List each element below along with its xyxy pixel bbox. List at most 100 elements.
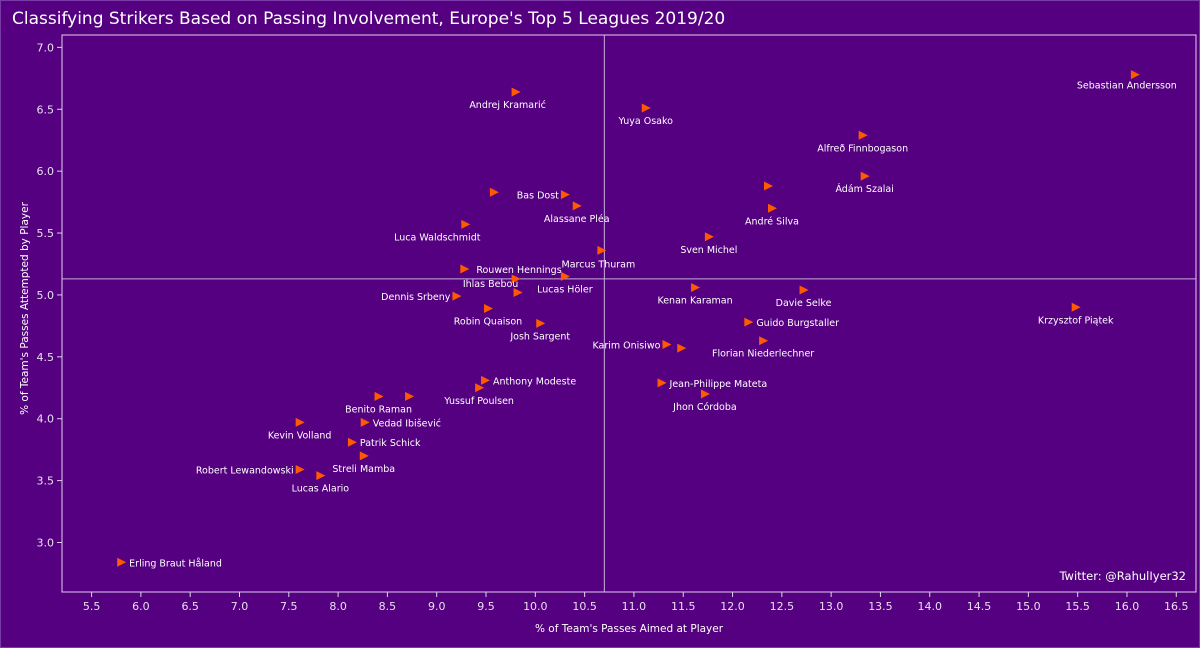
data-point-marker	[481, 375, 491, 385]
x-tick-label: 12.0	[720, 600, 745, 613]
data-point-marker	[483, 304, 493, 314]
data-point-marker	[764, 181, 774, 191]
data-point-marker	[360, 417, 370, 427]
data-point-label: André Silva	[745, 216, 799, 227]
data-point-marker	[662, 339, 672, 349]
data-point-marker	[572, 201, 582, 211]
data-point-label: Patrik Schick	[360, 438, 421, 449]
x-tick-label: 11.5	[671, 600, 696, 613]
data-point-label: Bas Dost	[517, 191, 559, 202]
y-tick-label: 3.5	[37, 475, 55, 488]
data-point-label: Streli Mamba	[332, 464, 395, 475]
data-point-label: Guido Burgstaller	[756, 318, 839, 329]
data-point-marker	[1130, 70, 1140, 80]
data-point-marker	[700, 389, 710, 399]
x-tick-label: 14.0	[918, 600, 943, 613]
y-tick-label: 4.5	[37, 351, 55, 364]
data-point-marker	[359, 451, 369, 461]
x-tick-label: 6.0	[132, 600, 150, 613]
x-tick-label: 10.0	[523, 600, 548, 613]
data-point-label: Jhon Córdoba	[672, 402, 737, 413]
y-tick-label: 4.0	[37, 413, 55, 426]
twitter-credit: Twitter: @RahulIyer32	[1058, 569, 1186, 583]
data-point-marker	[657, 378, 667, 388]
data-point-label: Lucas Höler	[537, 284, 593, 295]
data-point-marker	[1071, 302, 1081, 312]
x-axis-title: % of Team's Passes Aimed at Player	[535, 623, 724, 635]
data-point-label: Jean-Philippe Mateta	[669, 379, 768, 390]
data-point-marker	[511, 87, 521, 97]
data-point-marker	[295, 464, 305, 474]
y-axis-ticks: 3.0 3.5 4.0 4.5 5.0 5.5 6.0 6.5 7.0	[37, 41, 62, 549]
data-point-label: Dennis Srbeny	[381, 292, 451, 303]
data-point-label: Kenan Karaman	[657, 296, 732, 307]
data-point-label: Anthony Modeste	[493, 376, 576, 387]
data-point-label: Robin Quaison	[454, 317, 522, 328]
data-point-marker	[489, 187, 499, 197]
data-point-marker	[691, 283, 701, 293]
x-tick-label: 9.0	[428, 600, 446, 613]
data-point-marker	[405, 391, 415, 401]
x-tick-label: 6.5	[181, 600, 199, 613]
data-point-marker	[759, 336, 769, 346]
data-point-marker	[560, 190, 570, 200]
data-point-marker	[560, 271, 570, 281]
x-tick-label: 9.5	[477, 600, 495, 613]
data-point-label: Benito Raman	[345, 404, 412, 415]
x-tick-label: 8.0	[329, 600, 347, 613]
data-point-label: Karim Onisiwo	[592, 340, 660, 351]
data-point-label: Erling Braut Håland	[129, 558, 222, 569]
x-tick-label: 10.5	[572, 600, 597, 613]
x-axis-ticks: 5.5 6.0 6.5 7.0 7.5 8.0 8.5 9.0 9.5 10.0 10.5 11.0 1…	[83, 592, 1189, 613]
y-tick-label: 5.5	[37, 227, 55, 240]
x-tick-label: 12.5	[770, 600, 795, 613]
data-point-label: Yuya Osako	[618, 116, 674, 127]
data-point-marker	[860, 171, 870, 181]
data-point-label: Luca Waldschmidt	[394, 232, 481, 243]
data-point-label: Vedad Ibišević	[373, 418, 441, 429]
x-tick-label: 13.5	[868, 600, 893, 613]
x-tick-label: 16.0	[1115, 600, 1140, 613]
data-point-marker	[536, 318, 546, 328]
data-point-label: Alfreð Finnbogason	[817, 143, 908, 154]
data-point-marker	[511, 274, 521, 284]
data-point-label: Krzysztof Piątek	[1038, 315, 1114, 326]
y-tick-label: 6.5	[37, 103, 55, 116]
data-point-marker	[347, 437, 357, 447]
data-point-marker	[597, 245, 607, 255]
data-point-marker	[374, 391, 384, 401]
data-point-marker	[461, 219, 471, 229]
data-point-marker	[677, 343, 687, 353]
data-point-label: Sebastian Andersson	[1077, 81, 1177, 92]
x-tick-label: 15.0	[1016, 600, 1041, 613]
data-point-marker	[475, 383, 485, 393]
x-tick-label: 16.5	[1164, 600, 1189, 613]
data-point-marker	[452, 291, 462, 301]
data-point-label: Davie Selke	[776, 298, 832, 309]
data-point-marker	[460, 264, 470, 274]
data-point-marker	[316, 471, 326, 481]
x-tick-label: 8.5	[379, 600, 397, 613]
data-point-label: Kevin Volland	[268, 430, 332, 441]
y-axis-title: % of Team's Passes Attempted by Player	[19, 201, 31, 414]
data-point-marker	[858, 130, 868, 140]
data-point-label: Marcus Thuram	[562, 259, 636, 270]
y-tick-label: 3.0	[37, 536, 55, 549]
data-point-label: Andrej Kramarić	[469, 100, 546, 111]
data-point-label: Sven Michel	[680, 245, 737, 256]
data-point-marker	[767, 203, 777, 213]
data-point-label: Alassane Pléa	[544, 214, 610, 225]
data-point-label: Ádám Szalai	[835, 183, 893, 195]
y-tick-label: 6.0	[37, 165, 55, 178]
axes: 5.5 6.0 6.5 7.0 7.5 8.0 8.5 9.0 9.5 10.0 10.5 11.0 1…	[37, 34, 1197, 613]
data-point-marker	[641, 103, 651, 113]
y-tick-label: 7.0	[37, 41, 55, 54]
data-point-label: Florian Niederlechner	[712, 349, 814, 360]
data-point-label: Lucas Alario	[292, 484, 350, 495]
plot-area	[61, 34, 1197, 593]
data-point-label: Robert Lewandowski	[196, 465, 294, 476]
data-point-marker	[704, 232, 714, 242]
data-point-marker	[799, 285, 809, 295]
data-point-label: Ihlas Bebou	[463, 279, 518, 290]
